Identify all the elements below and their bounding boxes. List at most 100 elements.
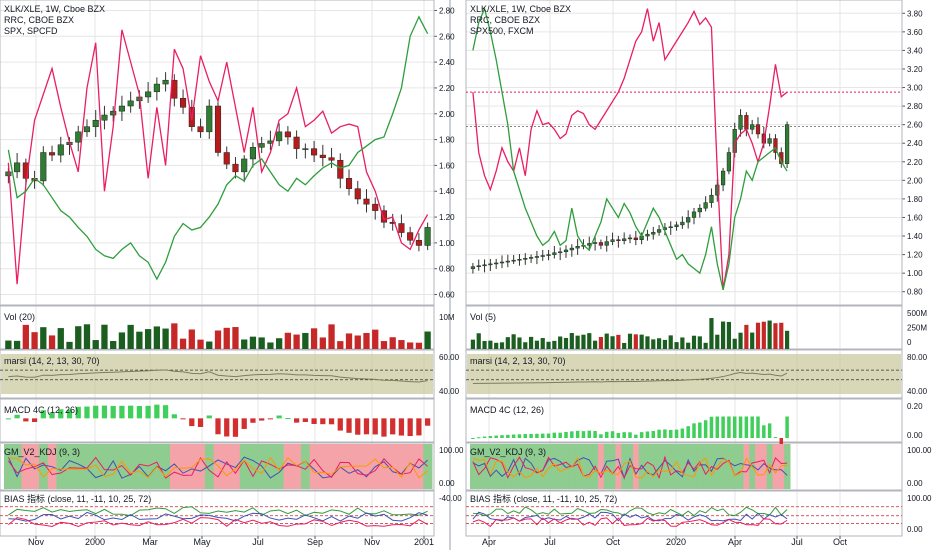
x-tick-label: Sep: [307, 537, 323, 547]
candle: [563, 249, 569, 253]
kdj-zone: [720, 444, 727, 489]
volume-bar: [680, 337, 685, 349]
volume-bar: [92, 340, 99, 349]
panel-title-gm: GM_V2_KDJ (9, 3): [470, 447, 546, 457]
candle: [110, 110, 117, 116]
y-tick-label: 2.80: [907, 102, 923, 111]
kdj-line: [7, 456, 428, 479]
x-tick-label: 2020: [666, 537, 686, 547]
volume-bar: [197, 339, 204, 349]
candle: [680, 221, 685, 226]
kdj-zone: [726, 444, 733, 489]
y-tick-label: 2.40: [439, 58, 455, 67]
macd-bar: [101, 405, 108, 419]
rrc-line: [7, 29, 429, 285]
legend-entry: RRC, CBOE BZX: [4, 15, 74, 25]
kdj-zone: [737, 444, 744, 489]
macd-bar: [5, 418, 11, 420]
volume-bar: [275, 338, 283, 349]
kdj-zone: [82, 444, 92, 489]
candle: [726, 152, 732, 172]
volume-bar: [511, 334, 516, 349]
panel-title-vol: Vol (5): [470, 312, 496, 322]
panel-tick-label: 80.00: [907, 353, 928, 362]
candle: [354, 188, 361, 200]
panel-border: [465, 349, 903, 399]
macd-bar: [744, 416, 749, 438]
macd-bar: [663, 429, 667, 438]
candle: [407, 232, 414, 241]
candle: [389, 221, 396, 224]
panel-tick-label: 0.00: [907, 525, 923, 534]
kdj-zone: [38, 444, 49, 489]
candle: [494, 262, 499, 265]
macd-bar: [703, 420, 708, 438]
volume-bar: [372, 329, 379, 349]
panel-title-marsi: marsi (14, 2, 13, 30, 70): [4, 356, 100, 366]
volume-bar: [528, 336, 534, 349]
macd-bar: [593, 430, 597, 438]
volume-bar: [622, 342, 627, 349]
macd-bar: [552, 432, 557, 438]
macd-bar: [372, 418, 378, 435]
y-tick-label: 1.40: [907, 232, 923, 241]
kdj-zone: [481, 444, 488, 489]
kdj-zone: [397, 444, 407, 489]
macd-bar: [154, 404, 160, 419]
candle: [528, 257, 534, 259]
candle: [575, 245, 580, 249]
macd-bar: [471, 438, 475, 439]
candle: [656, 229, 662, 233]
panel-tick-label: 60.00: [439, 353, 460, 362]
candle: [668, 226, 673, 228]
volume-bar: [581, 334, 586, 349]
y-tick-label: 2.20: [439, 84, 455, 93]
candle: [691, 211, 697, 218]
candle: [534, 256, 540, 258]
panel-title-macd: MACD 4C (12, 26): [4, 405, 78, 415]
volume-bar: [592, 340, 598, 349]
macd-bar: [494, 435, 498, 438]
volume-bar: [558, 336, 563, 349]
kdj-zone: [405, 444, 416, 489]
candle: [476, 265, 481, 267]
x-tick-label: Apr: [728, 537, 742, 547]
volume-bar: [651, 339, 656, 349]
panel-border: [0, 442, 435, 491]
volume-bar: [171, 323, 178, 349]
volume-bar: [639, 334, 644, 349]
macd-bar: [564, 431, 568, 438]
volume-bar: [552, 340, 557, 349]
candle: [703, 202, 708, 209]
volume-bar: [319, 337, 326, 349]
volume-bar: [656, 338, 662, 349]
candle: [505, 260, 510, 263]
y-tick-label: 1.20: [439, 213, 455, 222]
kdj-zone: [300, 444, 311, 489]
volume-bar: [767, 320, 772, 349]
kdj-zone: [379, 444, 389, 489]
candle: [773, 138, 778, 153]
panel-tick-label: 0: [907, 338, 912, 347]
volume-bar: [363, 332, 370, 349]
kdj-zone: [4, 444, 14, 489]
volume-bar: [48, 335, 56, 349]
kdj-zone: [196, 444, 206, 489]
marsi-line: [8, 369, 428, 383]
volume-bar: [188, 329, 195, 349]
candle: [511, 259, 516, 262]
panel-border: [465, 442, 903, 491]
kdj-zone: [755, 444, 762, 489]
volume-bar: [598, 337, 604, 349]
candle: [380, 210, 388, 223]
kdj-zone: [239, 444, 250, 489]
kdj-zone: [248, 444, 258, 489]
candle: [92, 119, 99, 127]
volume-bar: [153, 326, 161, 349]
macd-bar: [75, 406, 81, 419]
panel-title-marsi: marsi (14, 2, 13, 30, 70): [470, 356, 566, 366]
bias-line: [8, 511, 428, 522]
y-tick-label: 0.80: [439, 265, 455, 274]
volume-bar: [779, 322, 784, 349]
macd-bar: [570, 431, 574, 438]
